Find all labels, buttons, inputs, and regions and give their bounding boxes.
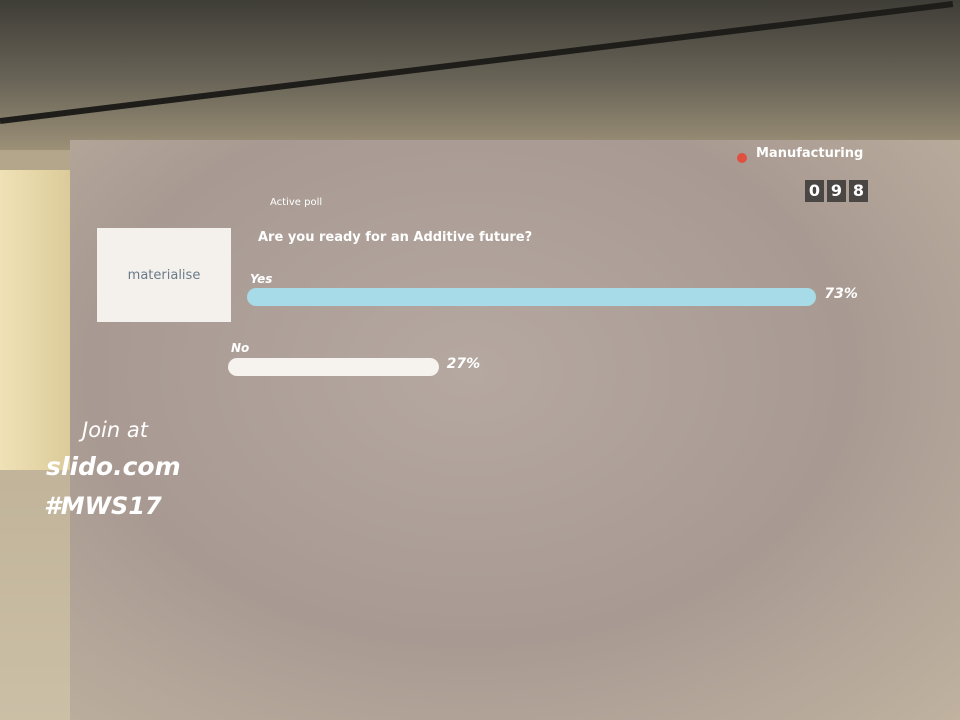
wall xyxy=(0,170,80,470)
projection-screen xyxy=(70,140,960,720)
join-text: Join at xyxy=(82,418,148,442)
counter-digit: 0 xyxy=(805,180,824,202)
poll-status: Active poll xyxy=(270,197,323,208)
counter-digit: 9 xyxy=(827,180,846,202)
live-indicator xyxy=(737,153,747,163)
result-bar xyxy=(228,358,439,376)
option-label: No xyxy=(231,341,250,355)
poll-question: Are you ready for an Additive future? xyxy=(258,230,533,245)
result-bar xyxy=(247,288,817,306)
join-site: slido.com xyxy=(46,452,181,481)
option-label: Yes xyxy=(250,272,273,286)
counter-digit: 8 xyxy=(849,180,868,202)
room-selector[interactable]: Manufacturing xyxy=(756,146,864,161)
logo: materialise xyxy=(97,228,231,322)
join-hashtag: #MWS17 xyxy=(44,492,162,520)
result-percent: 73% xyxy=(824,286,858,302)
result-percent: 27% xyxy=(446,356,481,372)
